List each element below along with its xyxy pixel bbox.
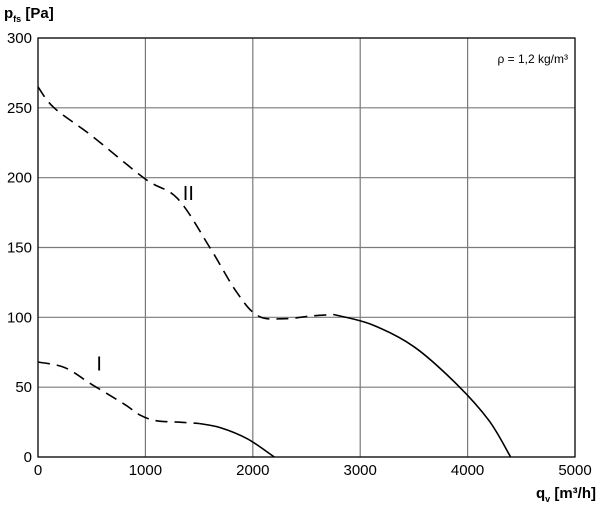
x-tick-label: 2000: [236, 462, 269, 479]
x-tick-label: 1000: [129, 462, 162, 479]
series-layer: [37, 86, 512, 458]
series-labels: III: [96, 183, 193, 375]
density-annotation: ρ = 1,2 kg/m³: [497, 52, 568, 66]
plot-frame: [37, 37, 576, 458]
x-tick-label: 5000: [558, 462, 591, 479]
series-line-I-dashed: [37, 361, 200, 425]
series-label: I: [96, 353, 102, 375]
series-line-I-solid: [198, 422, 275, 458]
x-tick-label: 0: [34, 462, 42, 479]
x-axis-label: qv [m³/h]: [536, 485, 596, 504]
x-tick-label: 4000: [451, 462, 484, 479]
y-tick-label: 250: [7, 100, 32, 117]
grid: [37, 37, 576, 458]
y-tick-labels: 0 50 100 150 200 250 300: [7, 30, 32, 466]
y-tick-label: 0: [24, 449, 32, 466]
y-tick-label: 50: [15, 379, 32, 396]
series-line-II-dashed: [37, 86, 334, 320]
x-tick-label: 3000: [344, 462, 377, 479]
x-tick-labels: 0 1000 2000 3000 4000 5000: [34, 462, 592, 479]
y-tick-label: 150: [7, 240, 32, 257]
y-tick-label: 300: [7, 30, 32, 47]
y-axis-label: pfs [Pa]: [4, 5, 54, 24]
y-tick-label: 100: [7, 309, 32, 326]
y-tick-label: 200: [7, 170, 32, 187]
series-line-II-solid: [333, 313, 512, 458]
series-label: II: [183, 183, 194, 205]
